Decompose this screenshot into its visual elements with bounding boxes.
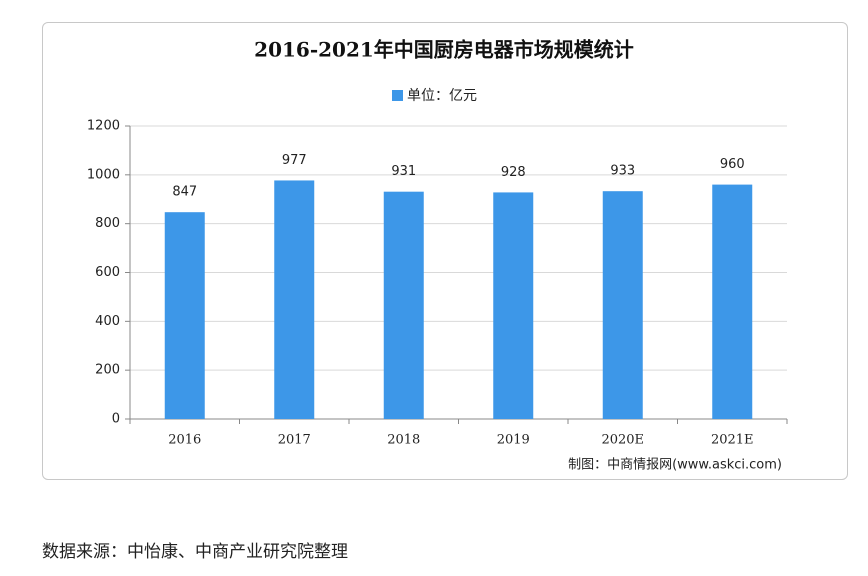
data-label: 931 (391, 164, 416, 179)
bar (493, 192, 534, 419)
chart-frame (42, 22, 848, 480)
legend-label: 单位：亿元 (407, 88, 477, 104)
bar (274, 180, 315, 419)
chart: 2016-2021年中国厨房电器市场规模统计 制图：中商情报网(www.askc… (87, 38, 788, 473)
data-label: 977 (282, 153, 307, 168)
y-tick-label: 600 (95, 265, 120, 280)
bar (602, 191, 643, 419)
bar (383, 191, 424, 419)
y-tick-label: 1000 (87, 167, 120, 182)
data-label: 960 (720, 157, 745, 172)
x-tick-label: 2019 (497, 433, 530, 448)
x-tick-label: 2020E (601, 433, 644, 448)
y-tick-label: 800 (95, 216, 120, 231)
y-tick-label: 400 (95, 314, 120, 329)
bar (712, 184, 753, 419)
data-label: 847 (172, 185, 197, 200)
chart-title: 2016-2021年中国厨房电器市场规模统计 (254, 38, 634, 62)
y-tick-label: 1200 (87, 119, 120, 134)
data-label: 933 (610, 164, 635, 179)
y-tick-label: 200 (95, 363, 120, 378)
credit: 制图：中商情报网(www.askci.com) (568, 458, 782, 473)
data-label: 928 (501, 165, 526, 180)
y-tick-label: 0 (112, 412, 120, 427)
x-tick-label: 2021E (711, 433, 754, 448)
x-tick-label: 2018 (387, 433, 420, 448)
x-tick-label: 2017 (278, 433, 311, 448)
x-tick-label: 2016 (168, 433, 201, 448)
bar (164, 212, 205, 419)
source-note: 数据来源：中怡康、中商产业研究院整理 (42, 542, 348, 562)
legend-swatch (392, 90, 403, 101)
